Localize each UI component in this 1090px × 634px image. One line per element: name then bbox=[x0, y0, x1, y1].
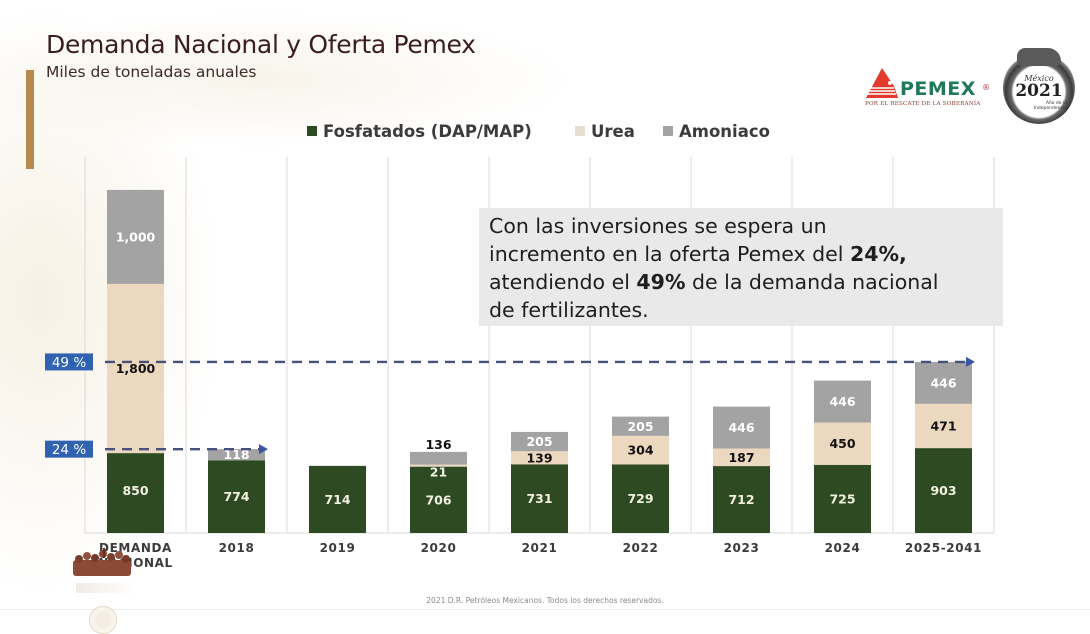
medallion-subtitle: Año de la Independencia bbox=[1033, 101, 1067, 111]
decorative-caption bbox=[76, 583, 136, 593]
arrow-head-icon bbox=[966, 356, 975, 367]
data-label: 714 bbox=[324, 492, 350, 507]
x-tick-label: 2022 bbox=[623, 541, 659, 555]
bar-fosfatados bbox=[814, 464, 871, 533]
callout-line-2: incremento en la oferta Pemex del 24%, bbox=[489, 242, 907, 266]
pemex-logo: PEMEX ® POR EL RESCATE DE LA SOBERANÍA bbox=[862, 66, 992, 112]
bar-amoniaco bbox=[511, 431, 568, 452]
copyright-footer: 2021 D.R. Petróleos Mexicanos. Todos los… bbox=[426, 596, 664, 605]
x-tick-label: 2018 bbox=[219, 541, 255, 555]
data-label: 471 bbox=[930, 418, 956, 433]
bar-urea bbox=[511, 451, 568, 465]
legend-item-amoniaco: Amoniaco bbox=[663, 120, 770, 142]
callout-highlight-49: 49% bbox=[636, 270, 686, 294]
bar-amoniaco bbox=[713, 406, 770, 449]
data-label: 725 bbox=[829, 491, 855, 506]
serpent-head-icon bbox=[1017, 48, 1061, 66]
bar-fosfatados bbox=[208, 460, 265, 533]
data-label: 903 bbox=[930, 483, 956, 498]
legend-label-amoniaco: Amoniaco bbox=[679, 121, 770, 141]
heroes-illustration bbox=[73, 548, 131, 576]
bar-amoniaco bbox=[814, 380, 871, 423]
callout-highlight-24: 24%, bbox=[849, 242, 907, 266]
x-tick-label: 2023 bbox=[724, 541, 760, 555]
pemex-wordmark: PEMEX bbox=[900, 78, 976, 100]
legend-label-fosfatados: Fosfatados (DAP/MAP) bbox=[323, 121, 532, 141]
data-label: 139 bbox=[526, 450, 552, 465]
bar-urea bbox=[410, 464, 467, 467]
data-label: 446 bbox=[829, 394, 855, 409]
bar-amoniaco bbox=[915, 361, 972, 404]
slide-title: Demanda Nacional y Oferta Pemex bbox=[46, 30, 476, 59]
data-label: 304 bbox=[627, 443, 653, 458]
bar-urea bbox=[612, 435, 669, 465]
percent-badge-label: 24 % bbox=[52, 442, 86, 458]
data-label: 706 bbox=[425, 492, 451, 507]
data-label: 187 bbox=[728, 450, 754, 465]
legend-item-urea: Urea bbox=[575, 120, 635, 142]
data-label: 205 bbox=[627, 419, 653, 434]
bar-fosfatados bbox=[713, 466, 770, 533]
medallion-year: 2021 bbox=[1015, 81, 1063, 101]
data-label: 774 bbox=[223, 489, 249, 504]
legend-label-urea: Urea bbox=[591, 121, 635, 141]
slide-bottom-divider bbox=[0, 609, 1090, 610]
bar-urea bbox=[713, 448, 770, 467]
arrow-head-icon bbox=[259, 444, 268, 455]
bar-fosfatados bbox=[511, 464, 568, 533]
pemex-tagline: POR EL RESCATE DE LA SOBERANÍA bbox=[865, 101, 981, 107]
accent-bar bbox=[26, 70, 34, 169]
data-label: 205 bbox=[526, 434, 552, 449]
callout-box: Con las inversiones se espera un increme… bbox=[479, 208, 1003, 326]
medallion-country: México bbox=[1024, 74, 1054, 83]
legend-swatch-fosfatados bbox=[307, 126, 317, 136]
bar-amoniaco bbox=[107, 189, 164, 284]
x-tick-label: 2019 bbox=[320, 541, 356, 555]
mexico-2021-medallion: México 2021 Año de la Independencia bbox=[1003, 48, 1075, 124]
bar-fosfatados bbox=[309, 465, 366, 533]
data-label: 21 bbox=[430, 465, 447, 480]
callout-line-3: atendiendo el 49% de la demanda nacional bbox=[489, 270, 939, 294]
bar-fosfatados bbox=[612, 464, 669, 533]
callout-line-1: Con las inversiones se espera un bbox=[489, 214, 827, 238]
registered-mark: ® bbox=[982, 83, 990, 92]
pemex-eagle-icon bbox=[866, 68, 898, 98]
percent-badge bbox=[45, 440, 93, 458]
bar-amoniaco bbox=[208, 449, 265, 461]
legend-swatch-urea bbox=[575, 126, 585, 136]
callout-line-4: de fertilizantes. bbox=[489, 298, 649, 322]
x-tick-label: 2021 bbox=[522, 541, 558, 555]
bar-fosfatados bbox=[107, 453, 164, 533]
bar-urea bbox=[107, 283, 164, 454]
bar-fosfatados bbox=[915, 448, 972, 533]
data-label: 729 bbox=[627, 491, 653, 506]
data-label: 731 bbox=[526, 491, 552, 506]
data-label: 1,800 bbox=[116, 361, 156, 376]
legend-item-fosfatados: Fosfatados (DAP/MAP) bbox=[307, 120, 532, 142]
data-label: 850 bbox=[122, 483, 148, 498]
x-tick-label: 2025-2041 bbox=[905, 541, 982, 555]
x-tick-label: 2024 bbox=[825, 541, 861, 555]
percent-badge bbox=[45, 353, 93, 371]
bar-urea bbox=[814, 422, 871, 465]
data-label: 136 bbox=[425, 437, 451, 452]
bar-amoniaco bbox=[410, 451, 467, 465]
bar-amoniaco bbox=[612, 416, 669, 436]
data-label: 450 bbox=[829, 436, 855, 451]
data-label: 712 bbox=[728, 492, 754, 507]
data-label: 118 bbox=[223, 447, 249, 462]
data-label: 446 bbox=[728, 420, 754, 435]
bar-fosfatados bbox=[410, 466, 467, 533]
data-label: 446 bbox=[930, 375, 956, 390]
data-label: 1,000 bbox=[116, 229, 156, 244]
slide-subtitle: Miles de toneladas anuales bbox=[46, 63, 257, 81]
national-seal-icon bbox=[89, 606, 117, 634]
percent-badge-label: 49 % bbox=[52, 355, 86, 371]
x-tick-label: 2020 bbox=[421, 541, 457, 555]
bar-urea bbox=[915, 403, 972, 449]
legend-swatch-amoniaco bbox=[663, 126, 673, 136]
